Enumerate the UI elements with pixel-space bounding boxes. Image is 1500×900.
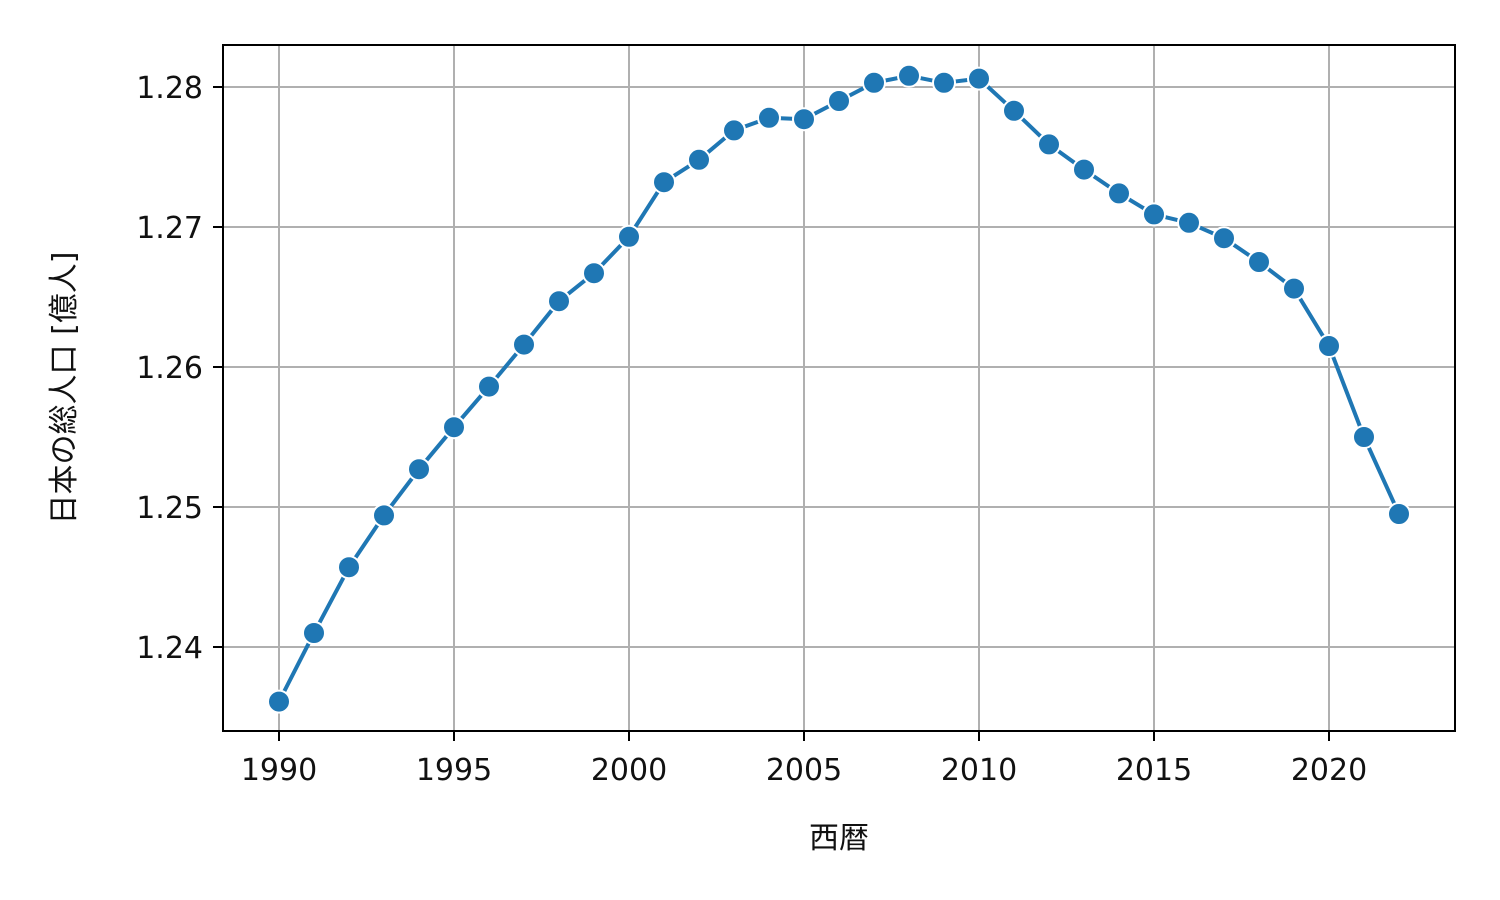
data-point <box>1212 226 1236 251</box>
data-point <box>547 289 571 314</box>
x-tick-label: 2010 <box>941 753 1017 788</box>
y-tick-label: 1.24 <box>136 631 203 666</box>
y-tick-label: 1.26 <box>136 351 203 386</box>
data-point <box>337 555 361 580</box>
x-tick-label: 2015 <box>1116 753 1192 788</box>
data-point <box>442 415 466 440</box>
y-tick-label: 1.27 <box>136 211 203 246</box>
data-point <box>722 118 746 143</box>
data-point <box>757 105 781 130</box>
x-tick-label: 1995 <box>416 753 492 788</box>
grid <box>223 45 1455 731</box>
data-point <box>617 224 641 249</box>
data-point <box>1387 502 1411 526</box>
data-point <box>1282 276 1306 301</box>
data-point <box>1142 202 1166 227</box>
x-tick-label: 1990 <box>241 753 317 788</box>
x-tick-label: 2000 <box>591 753 667 788</box>
data-point <box>407 457 431 482</box>
data-point <box>652 170 676 195</box>
x-tick-label: 2005 <box>766 753 842 788</box>
series-layer <box>267 63 1411 714</box>
y-tick-label: 1.28 <box>136 71 203 106</box>
axes-frame <box>222 44 1456 732</box>
data-point <box>1072 157 1096 182</box>
data-point <box>1352 425 1376 449</box>
data-point <box>582 261 606 286</box>
data-point <box>477 374 501 399</box>
data-point <box>897 63 921 88</box>
data-point <box>1002 98 1026 123</box>
y-axis-label: 日本の総人口 [億人] <box>47 252 82 525</box>
data-point <box>512 332 536 357</box>
y-tick-label: 1.25 <box>136 491 203 526</box>
data-point <box>1317 334 1341 358</box>
data-point <box>302 621 326 645</box>
data-point <box>932 70 956 95</box>
x-tick-label: 2020 <box>1291 753 1367 788</box>
x-axis-label: 西暦 <box>809 821 869 856</box>
data-point <box>267 689 291 714</box>
data-point <box>862 70 886 95</box>
data-point <box>372 503 396 528</box>
data-point <box>792 107 816 132</box>
ticks: 1990 1995 2000 2005 2010 2015 2020 1.24 1.25 1.26… <box>136 71 1367 788</box>
data-point <box>1177 210 1201 235</box>
data-point <box>687 147 711 172</box>
data-point <box>1037 132 1061 157</box>
data-point <box>1247 250 1271 274</box>
data-point <box>967 66 991 91</box>
data-point <box>1107 181 1131 206</box>
data-point <box>827 89 851 113</box>
